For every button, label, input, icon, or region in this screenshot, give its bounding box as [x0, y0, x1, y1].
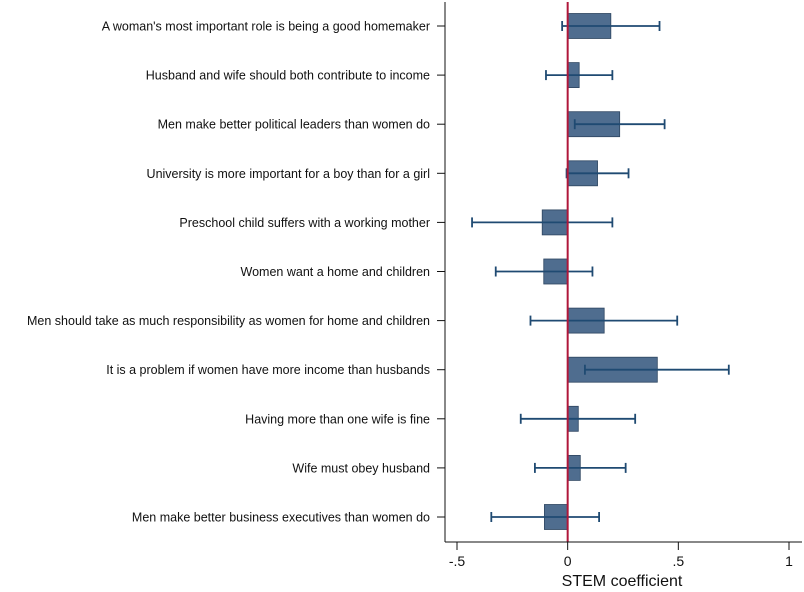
x-tick-label: .5	[672, 553, 684, 569]
category-label: It is a problem if women have more incom…	[106, 363, 430, 377]
category-label: Men make better political leaders than w…	[158, 118, 430, 132]
error-bars-layer	[471, 21, 730, 522]
x-axis-title: STEM coefficient	[562, 573, 683, 590]
x-tick-label: 1	[785, 553, 793, 569]
x-tick-label: -.5	[449, 553, 466, 569]
category-label: University is more important for a boy t…	[147, 167, 430, 181]
category-label: A woman's most important role is being a…	[102, 20, 430, 34]
category-label: Wife must obey husband	[292, 461, 430, 475]
category-label: Having more than one wife is fine	[245, 412, 430, 426]
axes: -.5 0 .5 1	[437, 2, 802, 569]
category-label: Preschool child suffers with a working m…	[179, 216, 430, 230]
category-labels: A woman's most important role is being a…	[27, 20, 430, 525]
category-label: Husband and wife should both contribute …	[146, 69, 430, 83]
category-label: Women want a home and children	[241, 265, 431, 279]
x-tick-label: 0	[564, 553, 572, 569]
category-label: Men should take as much responsibility a…	[27, 314, 430, 328]
category-label: Men make better business executives than…	[132, 511, 430, 525]
